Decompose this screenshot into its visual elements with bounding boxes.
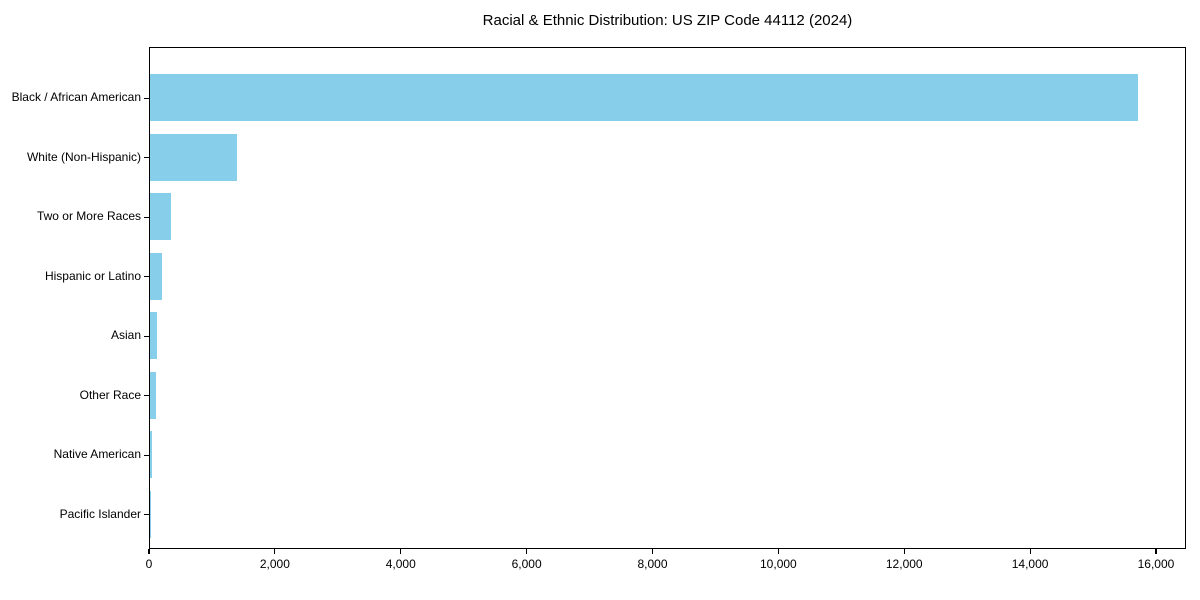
- x-tick-mark: [651, 549, 654, 554]
- x-tick-mark: [1029, 549, 1031, 554]
- y-tick-mark: [144, 276, 149, 278]
- x-tick-mark: [526, 549, 528, 554]
- x-tick-label: 6,000: [511, 557, 542, 571]
- y-tick-mark: [144, 395, 149, 397]
- x-tick-label: 10,000: [760, 557, 797, 571]
- plot-area: [149, 47, 1186, 549]
- y-tick-mark: [144, 157, 149, 159]
- x-tick-label: 16,000: [1137, 557, 1175, 571]
- x-tick-label: 8,000: [637, 557, 668, 571]
- x-tick-mark: [400, 549, 402, 554]
- y-tick-mark: [144, 454, 149, 456]
- x-tick-label: 12,000: [885, 557, 923, 571]
- bar-white-non-hispanic: [150, 133, 237, 181]
- y-axis-label: Pacific Islander: [59, 506, 141, 521]
- y-axis-label: Other Race: [79, 387, 141, 402]
- y-tick-mark: [144, 335, 149, 337]
- x-tick-mark: [903, 549, 905, 554]
- y-tick-mark: [144, 216, 149, 218]
- y-axis-label: Black / African American: [11, 90, 141, 104]
- bar-two-or-more-races: [150, 193, 172, 240]
- y-tick-mark: [144, 514, 149, 516]
- y-axis-label: Asian: [110, 328, 141, 342]
- x-tick-mark: [1155, 549, 1157, 554]
- y-axis-label: White (Non-Hispanic): [26, 149, 141, 164]
- bar-other-race: [150, 371, 157, 419]
- bar-black-african-american: [150, 74, 1139, 121]
- y-tick-mark: [144, 97, 149, 99]
- x-tick-label: 4,000: [385, 557, 416, 571]
- bar-pacific-islander: [150, 490, 151, 538]
- chart-title: Racial & Ethnic Distribution: US ZIP Cod…: [482, 12, 853, 29]
- x-tick-mark: [148, 549, 150, 554]
- x-tick-label: 2,000: [259, 557, 290, 571]
- y-axis-label: Two or More Races: [36, 209, 141, 223]
- y-axis-label: Hispanic or Latino: [44, 268, 141, 283]
- x-tick-mark: [274, 549, 276, 554]
- bar-asian: [150, 312, 158, 359]
- x-tick-label: 0: [145, 557, 153, 571]
- bar-native-american: [150, 431, 152, 478]
- bar-hispanic-or-latino: [150, 252, 162, 300]
- x-tick-mark: [777, 549, 779, 554]
- y-axis-label: Native American: [53, 447, 141, 461]
- x-tick-label: 14,000: [1011, 557, 1049, 571]
